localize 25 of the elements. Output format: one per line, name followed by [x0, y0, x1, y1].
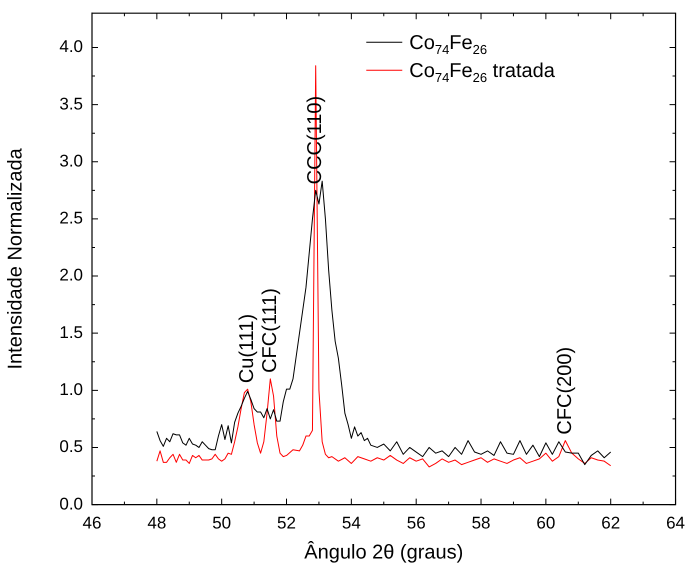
- y-tick-label: 0.5: [59, 437, 83, 456]
- x-tick-label: 54: [342, 513, 361, 532]
- x-tick-label: 52: [277, 513, 296, 532]
- x-tick-label: 46: [82, 513, 102, 532]
- x-tick-label: 50: [212, 513, 232, 532]
- y-tick-label: 1.5: [59, 322, 83, 342]
- y-tick-label: 2.0: [59, 266, 83, 285]
- annotation: CFC(200): [554, 346, 576, 435]
- annotation: Cu(111): [236, 314, 258, 384]
- y-tick-label: 3.0: [59, 151, 83, 170]
- x-axis-title: Ângulo 2θ (graus): [304, 540, 464, 564]
- y-tick-label: 1.0: [59, 380, 83, 400]
- y-axis-title: Intensidade Normalizada: [4, 147, 27, 370]
- annotation: CFC(111): [258, 288, 281, 373]
- x-tick-label: 48: [147, 513, 166, 532]
- y-tick-label: 2.5: [59, 208, 83, 228]
- x-tick-label: 58: [472, 513, 490, 532]
- x-tick-label: 60: [536, 513, 556, 532]
- annotation: CCC(110): [304, 96, 326, 184]
- y-tick-label: 4.0: [59, 37, 83, 56]
- x-tick-label: 56: [406, 513, 426, 532]
- x-tick-label: 64: [666, 513, 686, 532]
- y-tick-label: 3.5: [59, 94, 83, 114]
- x-tick-label: 62: [601, 513, 620, 532]
- y-tick-label: 0.0: [59, 494, 83, 514]
